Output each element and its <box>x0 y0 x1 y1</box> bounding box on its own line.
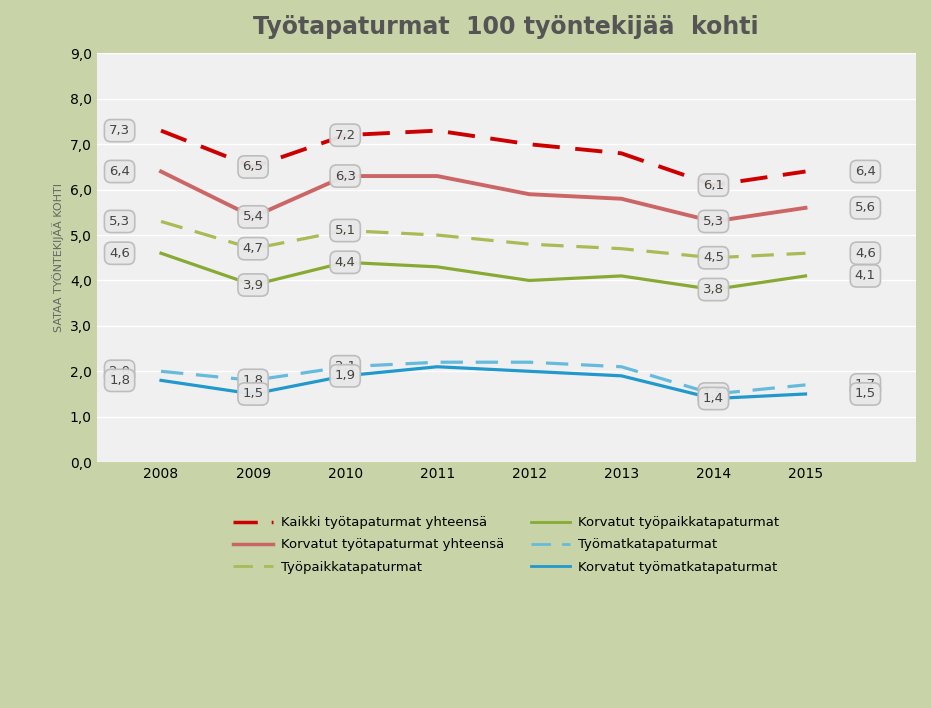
Text: 6,5: 6,5 <box>243 161 263 173</box>
Text: 4,6: 4,6 <box>109 246 130 260</box>
Text: 1,8: 1,8 <box>243 374 263 387</box>
Text: 7,3: 7,3 <box>109 124 130 137</box>
Text: 4,4: 4,4 <box>335 256 356 269</box>
Text: 6,3: 6,3 <box>334 169 356 183</box>
Text: 1,5: 1,5 <box>855 387 876 401</box>
Text: 1,5: 1,5 <box>242 387 263 401</box>
Text: 1,4: 1,4 <box>703 392 724 405</box>
Text: 4,5: 4,5 <box>703 251 724 264</box>
Text: 1,7: 1,7 <box>855 378 876 392</box>
Text: 3,8: 3,8 <box>703 283 724 296</box>
Text: 7,2: 7,2 <box>334 129 356 142</box>
Text: 1,5: 1,5 <box>703 387 724 401</box>
Text: 4,6: 4,6 <box>855 246 876 260</box>
Title: Työtapaturmat  100 työntekijää  kohti: Työtapaturmat 100 työntekijää kohti <box>253 15 759 39</box>
Text: 4,1: 4,1 <box>855 270 876 282</box>
Text: 1,8: 1,8 <box>109 374 130 387</box>
Text: 6,4: 6,4 <box>855 165 876 178</box>
Text: 1,9: 1,9 <box>334 370 356 382</box>
Text: 3,9: 3,9 <box>243 278 263 292</box>
Y-axis label: SATAA TYÖNTEKIJÄÄ KOHTI: SATAA TYÖNTEKIJÄÄ KOHTI <box>52 183 64 332</box>
Legend: Kaikki työtapaturmat yhteensä, Korvatut työtapaturmat yhteensä, Työpaikkatapatur: Kaikki työtapaturmat yhteensä, Korvatut … <box>227 510 786 581</box>
Text: 5,6: 5,6 <box>855 201 876 215</box>
Text: 5,4: 5,4 <box>243 210 263 224</box>
Text: 6,4: 6,4 <box>109 165 130 178</box>
Text: 6,1: 6,1 <box>703 178 724 192</box>
Text: 2,0: 2,0 <box>109 365 130 378</box>
Text: 5,3: 5,3 <box>703 215 724 228</box>
Text: 5,3: 5,3 <box>109 215 130 228</box>
Text: 4,7: 4,7 <box>243 242 263 255</box>
Text: 5,1: 5,1 <box>334 224 356 237</box>
Text: 2,1: 2,1 <box>334 360 356 373</box>
